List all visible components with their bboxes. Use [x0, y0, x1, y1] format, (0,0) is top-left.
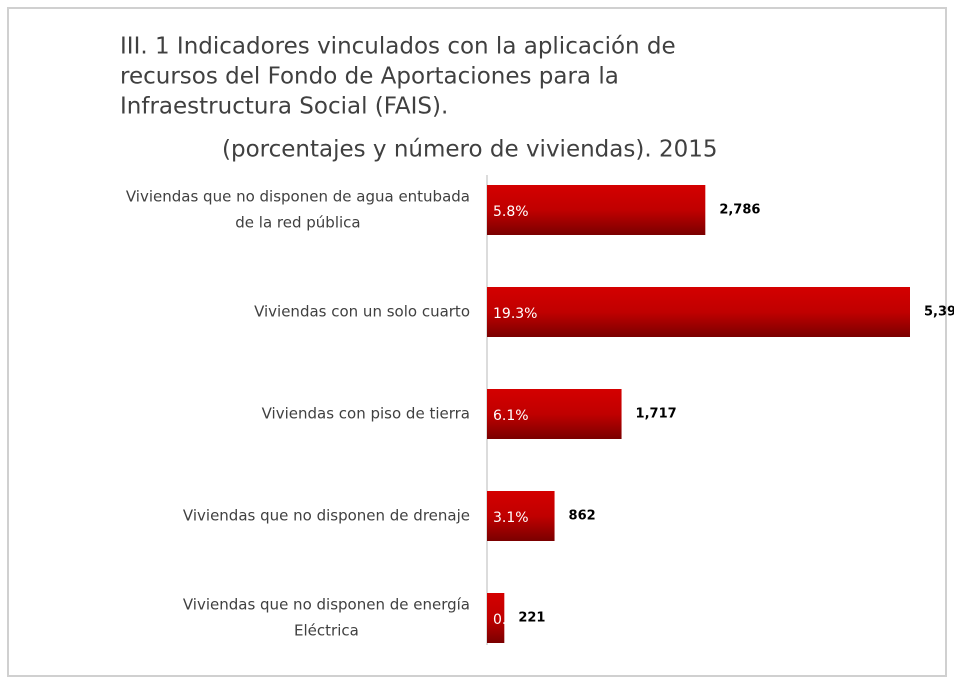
value-label: 1,717: [636, 407, 677, 422]
bar: [487, 185, 706, 235]
category-label: Viviendas con piso de tierra: [262, 405, 470, 423]
chart-title: III. 1 Indicadores vinculados con la apl…: [120, 34, 676, 60]
value-label: 5,398: [924, 305, 954, 320]
percentage-label: 6.1%: [493, 408, 529, 424]
chart-title: recursos del Fondo de Aportaciones para …: [120, 64, 619, 90]
chart-subtitle: (porcentajes y número de viviendas). 201…: [222, 137, 717, 163]
bar: [487, 593, 505, 643]
percentage-label: 5.8%: [493, 204, 529, 220]
category-label: Viviendas que no disponen de agua entuba…: [126, 188, 470, 206]
category-label: Viviendas con un solo cuarto: [254, 303, 470, 321]
category-label: de la red pública: [235, 214, 360, 232]
bar: [487, 389, 622, 439]
percentage-label: 0.8%: [493, 612, 529, 628]
chart-title: Infraestructura Social (FAIS).: [120, 94, 448, 120]
percentage-label: 19.3%: [493, 306, 537, 322]
chart-frame: [7, 7, 947, 677]
category-label: Viviendas que no disponen de drenaje: [183, 507, 470, 525]
bar: [487, 491, 555, 541]
value-label: 2,786: [719, 203, 760, 218]
value-label: 862: [569, 509, 596, 524]
value-label: 221: [518, 611, 545, 626]
category-label: Eléctrica: [294, 622, 359, 640]
bar: [487, 287, 910, 337]
percentage-label: 3.1%: [493, 510, 529, 526]
category-label: Viviendas que no disponen de energía: [183, 596, 470, 614]
